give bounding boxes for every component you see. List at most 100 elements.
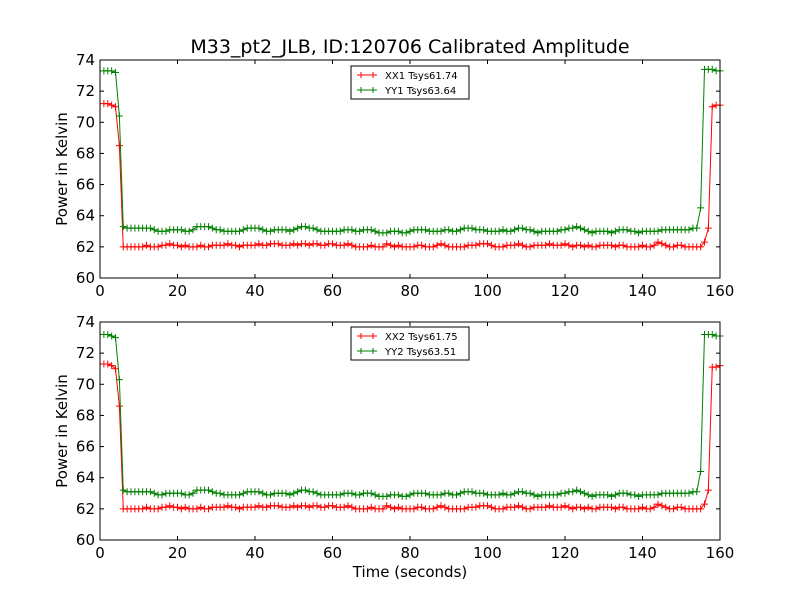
top-panel: 0 20 40 60 80 100 120 140 160 60 62 64 66 68 70 72 74 Pow… [53,51,734,300]
data-point [704,224,712,232]
data-point [356,491,364,499]
data-point [670,505,677,513]
data-point [174,241,181,249]
x-tick-label: 60 [323,544,342,562]
data-point [290,240,298,248]
data-point [499,226,507,234]
data-point [577,241,584,249]
data-point [693,488,701,496]
data-point [104,330,112,338]
y-tick-label: 66 [76,438,95,456]
legend-marker [358,72,364,78]
data-point [704,486,712,494]
x-tick-label: 20 [168,544,187,562]
data-point [708,330,716,338]
data-point [677,241,685,249]
data-point [623,226,631,234]
y-axis-label: Power in Kelvin [53,374,71,488]
data-point [635,505,643,513]
data-point [205,223,212,231]
y-tick-label: 60 [76,531,95,549]
data-point [174,503,181,511]
data-point [437,491,445,499]
data-point [608,503,615,511]
x-tick-label: 120 [551,282,580,300]
data-point [185,491,193,499]
data-point [104,360,112,368]
data-point [526,505,534,513]
data-point [336,491,344,499]
data-point [468,224,476,232]
data-point [387,241,395,249]
legend-label: YY2 Tsys63.51 [384,347,456,358]
data-point [460,243,468,251]
data-point [658,502,666,510]
data-point [383,229,391,237]
data-point [511,489,519,497]
data-point [112,334,119,342]
data-point [383,240,391,248]
x-tick-label: 60 [323,282,342,300]
chart-title: M33_pt2_JLB, ID:120706 Calibrated Amplit… [190,36,629,58]
legend: XX1 Tsys61.74 YY1 Tsys63.64 [350,65,470,100]
data-point [177,505,185,513]
data-point [530,227,538,235]
data-point [553,227,561,235]
data-point [507,227,515,235]
data-point [193,505,201,513]
data-point [181,241,189,249]
legend-box [350,65,470,100]
data-point [701,500,708,508]
legend-box [350,326,470,361]
data-point [487,241,495,249]
data-point [437,240,445,248]
data-point [654,500,662,508]
y-tick-label: 70 [76,375,95,393]
data-point [433,241,441,249]
data-point [263,241,271,249]
data-point [255,502,263,510]
data-point [553,491,561,499]
data-point [561,502,569,510]
data-point [701,238,708,246]
data-point [313,226,321,234]
data-point [534,492,542,500]
data-point [658,240,666,248]
data-point [290,226,298,234]
data-point [708,65,716,73]
data-point [546,502,553,510]
data-point [267,491,274,499]
data-point [623,489,631,497]
data-point [708,103,716,111]
data-point [561,240,569,248]
data-point [181,503,189,511]
data-point [239,489,247,497]
series-xx-panel-2 [100,360,724,513]
data-point [526,226,534,234]
data-point [580,489,588,497]
data-point [654,238,662,246]
legend-marker [358,348,364,354]
data-point [453,491,460,499]
legend-marker [370,333,376,339]
data-point [255,224,263,232]
data-point [569,505,577,513]
data-point [604,491,612,499]
data-point [654,491,662,499]
data-point [429,505,437,513]
data-point [499,505,507,513]
data-point [437,502,445,510]
data-point [205,243,212,251]
data-point [646,243,654,251]
data-point [592,243,600,251]
data-point [236,505,243,513]
data-point [561,226,569,234]
data-point [635,243,643,251]
data-point [662,241,670,249]
data-point [177,226,185,234]
data-point [309,224,317,232]
data-point [340,503,348,511]
data-point [646,505,654,513]
data-point [422,489,429,497]
data-point [639,503,646,511]
